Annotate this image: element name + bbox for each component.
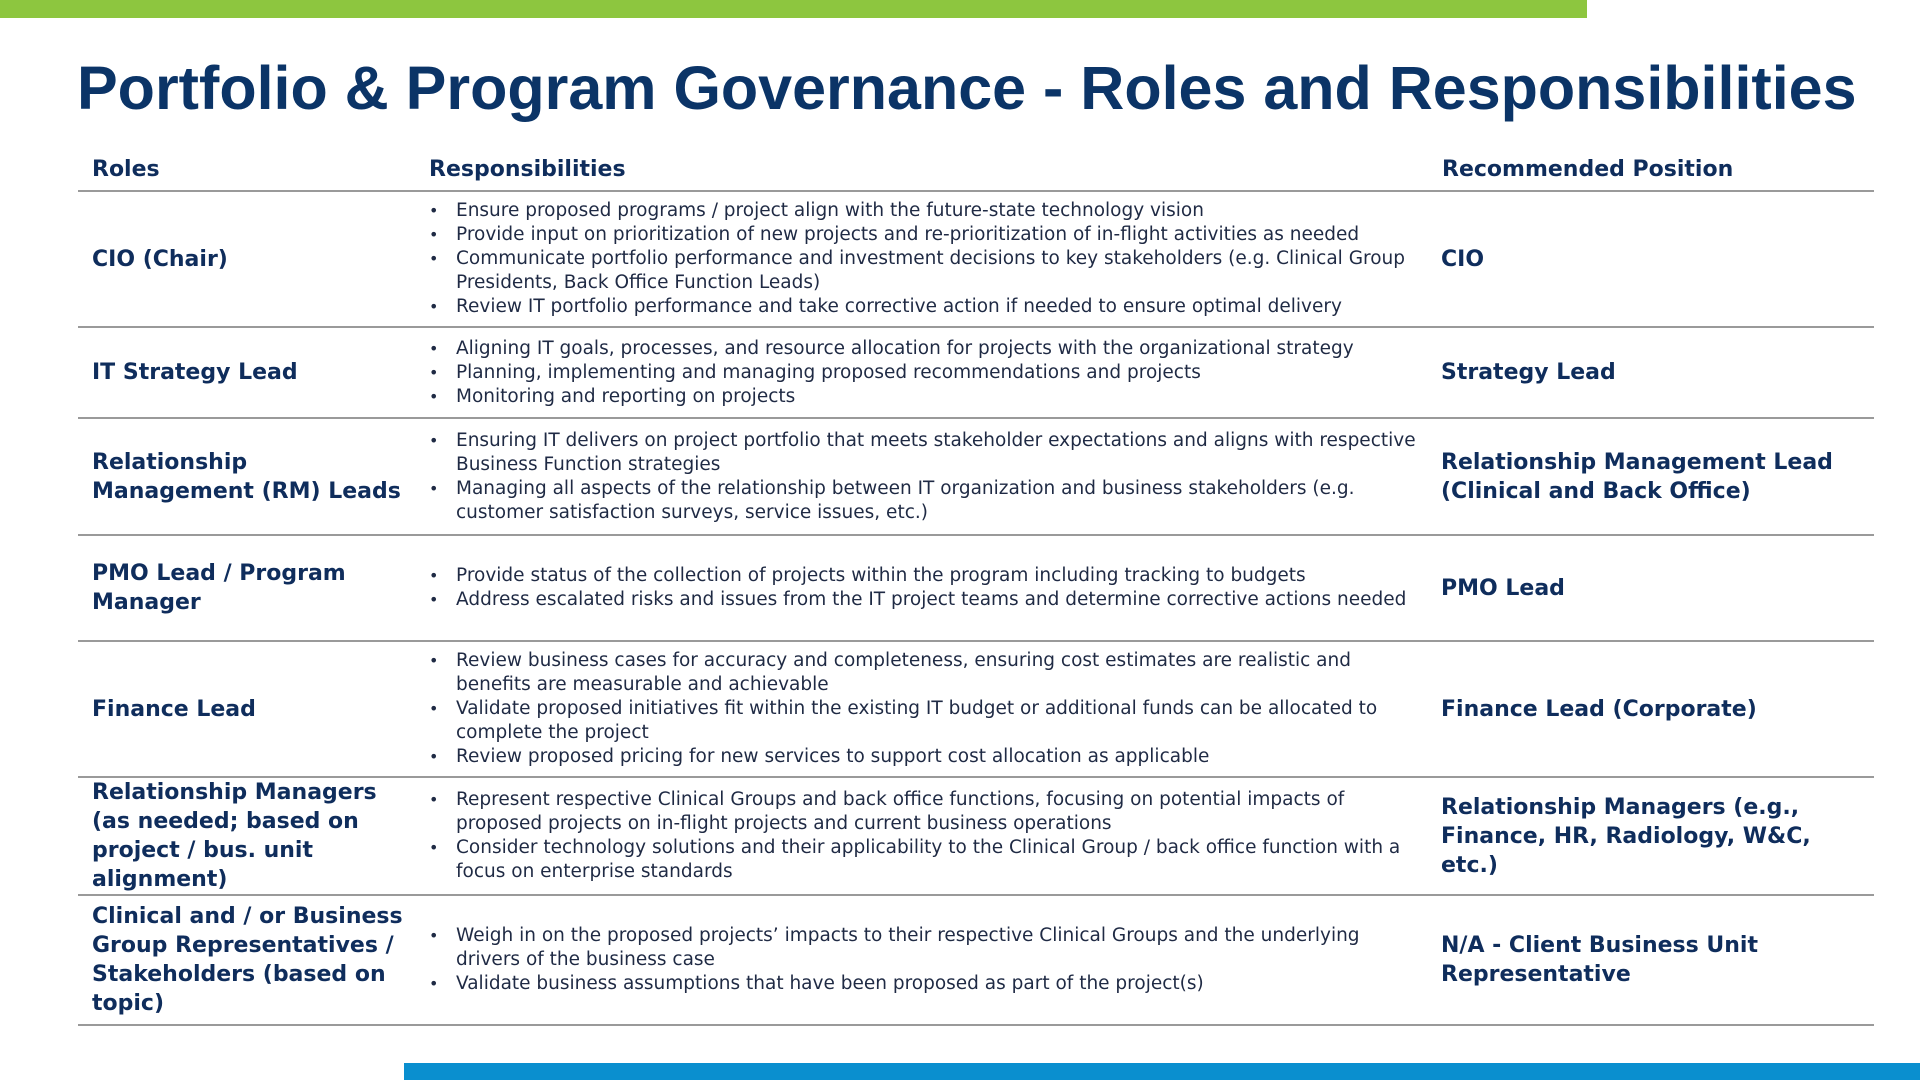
role-cell: IT Strategy Lead: [78, 327, 429, 419]
responsibility-item: Validate business assumptions that have …: [429, 972, 1418, 996]
responsibility-item: Represent respective Clinical Groups and…: [429, 788, 1418, 836]
responsibilities-list: Ensuring IT delivers on project portfoli…: [429, 429, 1428, 525]
responsibility-item: Monitoring and reporting on projects: [429, 385, 1418, 409]
header-recommended-position: Recommended Position: [1428, 148, 1874, 192]
responsibility-item: Managing all aspects of the relationship…: [429, 477, 1418, 525]
position-cell: N/A - Client Business Unit Representativ…: [1428, 895, 1874, 1026]
responsibility-item: Review business cases for accuracy and c…: [429, 649, 1418, 697]
responsibility-item: Validate proposed initiatives fit within…: [429, 697, 1418, 745]
responsibilities-cell: Weigh in on the proposed projects’ impac…: [429, 895, 1428, 1026]
responsibilities-cell: Provide status of the collection of proj…: [429, 535, 1428, 642]
responsibilities-list: Weigh in on the proposed projects’ impac…: [429, 924, 1428, 996]
responsibility-item: Weigh in on the proposed projects’ impac…: [429, 924, 1418, 972]
responsibility-item: Consider technology solutions and their …: [429, 836, 1418, 884]
roles-table: Roles Responsibilities Recommended Posit…: [78, 148, 1874, 1026]
responsibility-item: Provide status of the collection of proj…: [429, 564, 1418, 588]
responsibility-item: Planning, implementing and managing prop…: [429, 361, 1418, 385]
responsibility-item: Ensure proposed programs / project align…: [429, 199, 1418, 223]
responsibilities-list: Review business cases for accuracy and c…: [429, 649, 1428, 769]
position-cell: Strategy Lead: [1428, 327, 1874, 419]
responsibility-item: Address escalated risks and issues from …: [429, 588, 1418, 612]
table-row: IT Strategy Lead Aligning IT goals, proc…: [78, 327, 1874, 419]
responsibilities-list: Aligning IT goals, processes, and resour…: [429, 337, 1428, 409]
header-responsibilities: Responsibilities: [429, 148, 1428, 192]
role-cell: Relationship Managers (as needed; based …: [78, 777, 429, 896]
responsibility-item: Provide input on prioritization of new p…: [429, 223, 1418, 247]
responsibility-item: Review IT portfolio performance and take…: [429, 295, 1418, 319]
position-cell: CIO: [1428, 191, 1874, 328]
responsibilities-list: Ensure proposed programs / project align…: [429, 199, 1428, 319]
responsibilities-cell: Represent respective Clinical Groups and…: [429, 777, 1428, 896]
table-row: PMO Lead / Program Manager Provide statu…: [78, 535, 1874, 642]
table-row: Relationship Management (RM) Leads Ensur…: [78, 418, 1874, 536]
role-cell: Clinical and / or Business Group Represe…: [78, 895, 429, 1026]
responsibilities-list: Provide status of the collection of proj…: [429, 564, 1428, 612]
responsibilities-cell: Ensuring IT delivers on project portfoli…: [429, 418, 1428, 536]
table-row: Clinical and / or Business Group Represe…: [78, 895, 1874, 1026]
page-title: Portfolio & Program Governance - Roles a…: [77, 54, 1857, 122]
responsibilities-cell: Ensure proposed programs / project align…: [429, 191, 1428, 328]
table-row: Finance Lead Review business cases for a…: [78, 641, 1874, 778]
responsibility-item: Communicate portfolio performance and in…: [429, 247, 1418, 295]
header-roles: Roles: [78, 148, 429, 192]
responsibility-item: Aligning IT goals, processes, and resour…: [429, 337, 1418, 361]
position-cell: Relationship Management Lead (Clinical a…: [1428, 418, 1874, 536]
responsibilities-list: Represent respective Clinical Groups and…: [429, 788, 1428, 884]
role-cell: CIO (Chair): [78, 191, 429, 328]
responsibility-item: Review proposed pricing for new services…: [429, 745, 1418, 769]
table-row: CIO (Chair) Ensure proposed programs / p…: [78, 191, 1874, 328]
role-cell: PMO Lead / Program Manager: [78, 535, 429, 642]
top-accent-bar: [0, 0, 1587, 18]
role-cell: Relationship Management (RM) Leads: [78, 418, 429, 536]
role-cell: Finance Lead: [78, 641, 429, 778]
responsibilities-cell: Review business cases for accuracy and c…: [429, 641, 1428, 778]
bottom-accent-bar: [404, 1063, 1920, 1080]
position-cell: Relationship Managers (e.g., Finance, HR…: [1428, 777, 1874, 896]
position-cell: PMO Lead: [1428, 535, 1874, 642]
position-cell: Finance Lead (Corporate): [1428, 641, 1874, 778]
table-row: Relationship Managers (as needed; based …: [78, 777, 1874, 896]
table-header-row: Roles Responsibilities Recommended Posit…: [78, 148, 1874, 192]
responsibilities-cell: Aligning IT goals, processes, and resour…: [429, 327, 1428, 419]
responsibility-item: Ensuring IT delivers on project portfoli…: [429, 429, 1418, 477]
